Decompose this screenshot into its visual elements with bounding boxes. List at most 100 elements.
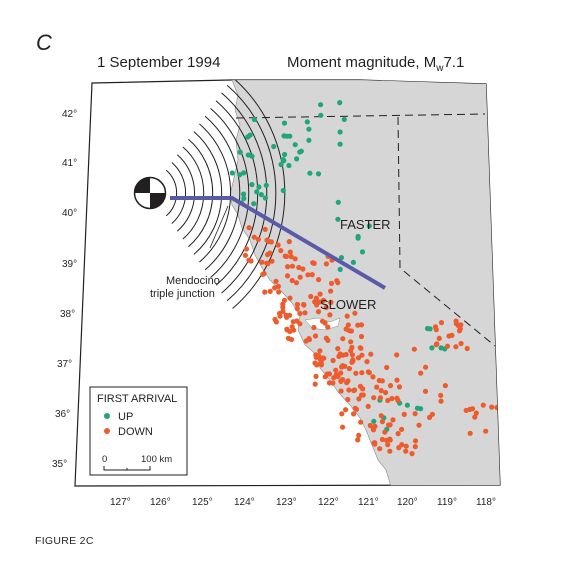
station-down: [422, 388, 429, 394]
station-up: [249, 182, 255, 188]
station-down: [436, 335, 442, 341]
station-down: [473, 410, 479, 416]
station-up: [286, 162, 292, 169]
station-down: [429, 411, 435, 417]
station-down: [300, 266, 306, 272]
station-down: [379, 419, 385, 425]
station-down: [246, 225, 252, 231]
station-down: [292, 256, 298, 262]
event-date: 1 September 1994: [97, 54, 221, 71]
station-up: [280, 157, 286, 163]
station-down: [483, 428, 489, 434]
station-up: [337, 141, 343, 147]
station-up: [414, 405, 420, 411]
station-down: [456, 328, 463, 334]
station-up: [424, 325, 431, 332]
station-down: [251, 234, 257, 240]
station-down: [284, 314, 290, 320]
station-down: [423, 364, 429, 370]
station-down: [345, 322, 351, 328]
station-down: [340, 336, 346, 342]
station-up: [318, 112, 324, 118]
station-down: [358, 345, 364, 351]
station-down: [313, 373, 319, 379]
station-down: [387, 383, 394, 389]
station-down: [438, 392, 444, 398]
station-down: [438, 398, 444, 404]
station-down: [364, 359, 370, 365]
station-up: [241, 170, 247, 176]
station-down: [345, 396, 351, 403]
magnitude-title: Moment magnitude, Mw7.1: [287, 54, 464, 74]
station-up: [298, 148, 304, 154]
station-up: [280, 187, 286, 194]
latitude-labels: 42° 41° 40° 39° 38° 37° 36° 35°: [52, 109, 77, 470]
station-down: [267, 288, 273, 294]
station-down: [297, 310, 303, 317]
station-down: [455, 322, 461, 329]
lat-label: 41°: [62, 158, 77, 169]
station-down: [302, 310, 308, 316]
station-down: [346, 366, 352, 372]
station-down: [453, 318, 459, 324]
station-down: [412, 411, 418, 417]
station-down: [467, 406, 473, 412]
station-down: [358, 322, 365, 328]
station-down: [387, 437, 393, 443]
station-up: [335, 216, 341, 222]
triple-junction-label-2: triple junction: [150, 288, 215, 300]
station-down: [412, 444, 418, 450]
station-down: [394, 377, 400, 383]
station-up: [338, 255, 345, 261]
station-down: [370, 426, 376, 432]
station-down: [262, 289, 268, 295]
station-down: [345, 378, 351, 384]
magnitude-value: 7.1: [443, 54, 465, 71]
station-down: [464, 345, 470, 352]
station-up: [258, 192, 264, 198]
scale-zero-label: 0: [102, 454, 107, 465]
station-down: [390, 417, 396, 423]
lon-label: 123°: [276, 497, 297, 508]
station-down: [355, 437, 361, 443]
station-down: [290, 319, 296, 325]
station-down: [308, 293, 314, 300]
station-down: [340, 424, 346, 430]
station-up: [404, 402, 410, 408]
station-down: [289, 324, 295, 330]
station-down: [374, 384, 380, 390]
station-up: [237, 149, 243, 155]
lat-label: 40°: [62, 208, 77, 219]
station-down: [328, 299, 334, 305]
station-down: [433, 327, 439, 333]
wavefront-arc: [210, 108, 250, 278]
station-down: [319, 318, 326, 324]
station-down: [339, 411, 345, 417]
station-down: [346, 387, 352, 393]
station-up: [271, 143, 277, 150]
longitude-labels: 127° 126° 125° 124° 123° 122° 121° 120° …: [110, 497, 496, 508]
station-down: [365, 403, 371, 409]
station-down: [377, 446, 383, 452]
station-down: [382, 429, 388, 435]
station-down: [328, 288, 334, 294]
station-down: [267, 250, 273, 256]
station-down: [335, 346, 341, 352]
station-down: [359, 392, 365, 398]
station-down: [343, 407, 349, 413]
station-down: [379, 436, 385, 443]
station-down: [434, 341, 440, 347]
nevada-border: [397, 116, 500, 351]
station-down: [489, 404, 495, 410]
lat-label: 37°: [57, 359, 72, 370]
station-down: [311, 324, 317, 331]
station-down: [315, 309, 322, 315]
station-down: [285, 264, 291, 270]
station-up: [263, 182, 269, 188]
station-down: [351, 411, 357, 417]
station-down: [394, 352, 400, 358]
station-down: [359, 370, 365, 376]
station-down: [449, 332, 455, 338]
station-down: [379, 378, 385, 384]
